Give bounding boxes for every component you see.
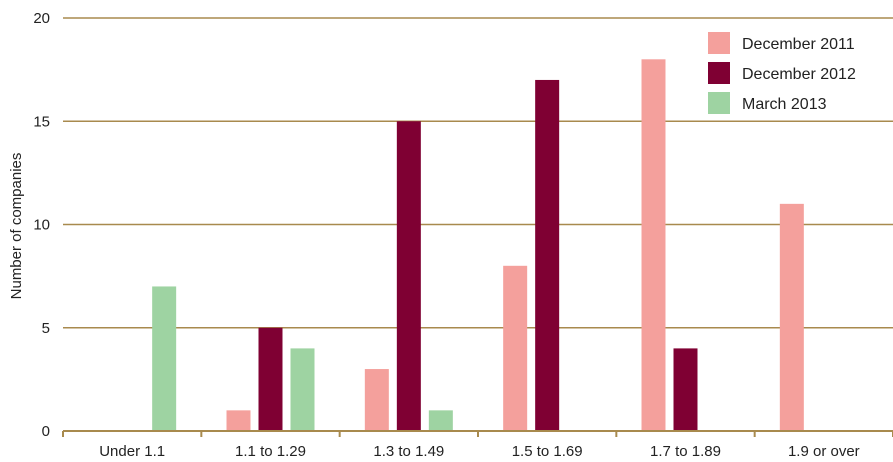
legend-swatch [708,32,730,54]
bars [152,59,804,432]
x-axis [62,430,893,437]
y-tick-label: 0 [42,423,50,440]
bar-march-2013-1 [290,348,315,431]
bar-december-2012-2 [396,121,421,431]
x-tick-label: 1.9 or over [788,443,860,460]
bar-december-2012-3 [535,79,560,431]
bar-december-2012-4 [673,348,698,431]
legend-label: March 2013 [742,96,827,113]
legend-label: December 2012 [742,66,856,83]
gridlines [63,17,893,329]
legend-swatch [708,62,730,84]
y-tick-label: 20 [33,10,50,27]
bar-march-2013-2 [428,410,453,431]
x-tick-label: 1.1 to 1.29 [235,443,306,460]
x-tick-label: 1.7 to 1.89 [650,443,721,460]
y-tick-labels: 0 5 10 15 20 [33,10,50,440]
x-tick-label: 1.3 to 1.49 [373,443,444,460]
x-tick-label: 1.5 to 1.69 [512,443,583,460]
bar-december-2011-2 [364,369,389,431]
legend-label: December 2011 [742,36,855,53]
bar-december-2011-5 [779,203,804,431]
x-tick-labels: Under 1.1 1.1 to 1.29 1.3 to 1.49 1.5 to 1.… [99,443,859,460]
bar-december-2011-3 [503,265,528,431]
y-tick-label: 10 [33,217,50,234]
y-tick-label: 5 [42,320,50,337]
legend-swatch [708,92,730,114]
bar-december-2012-1 [258,327,283,431]
bar-march-2013-0 [152,286,177,431]
y-tick-label: 15 [33,113,50,130]
bar-december-2011-1 [226,410,251,431]
legend: December 2011 December 2012 March 2013 [708,32,856,114]
y-axis-label: Number of companies [8,153,25,300]
x-tick-label: Under 1.1 [99,443,165,460]
bar-december-2011-4 [641,59,666,432]
